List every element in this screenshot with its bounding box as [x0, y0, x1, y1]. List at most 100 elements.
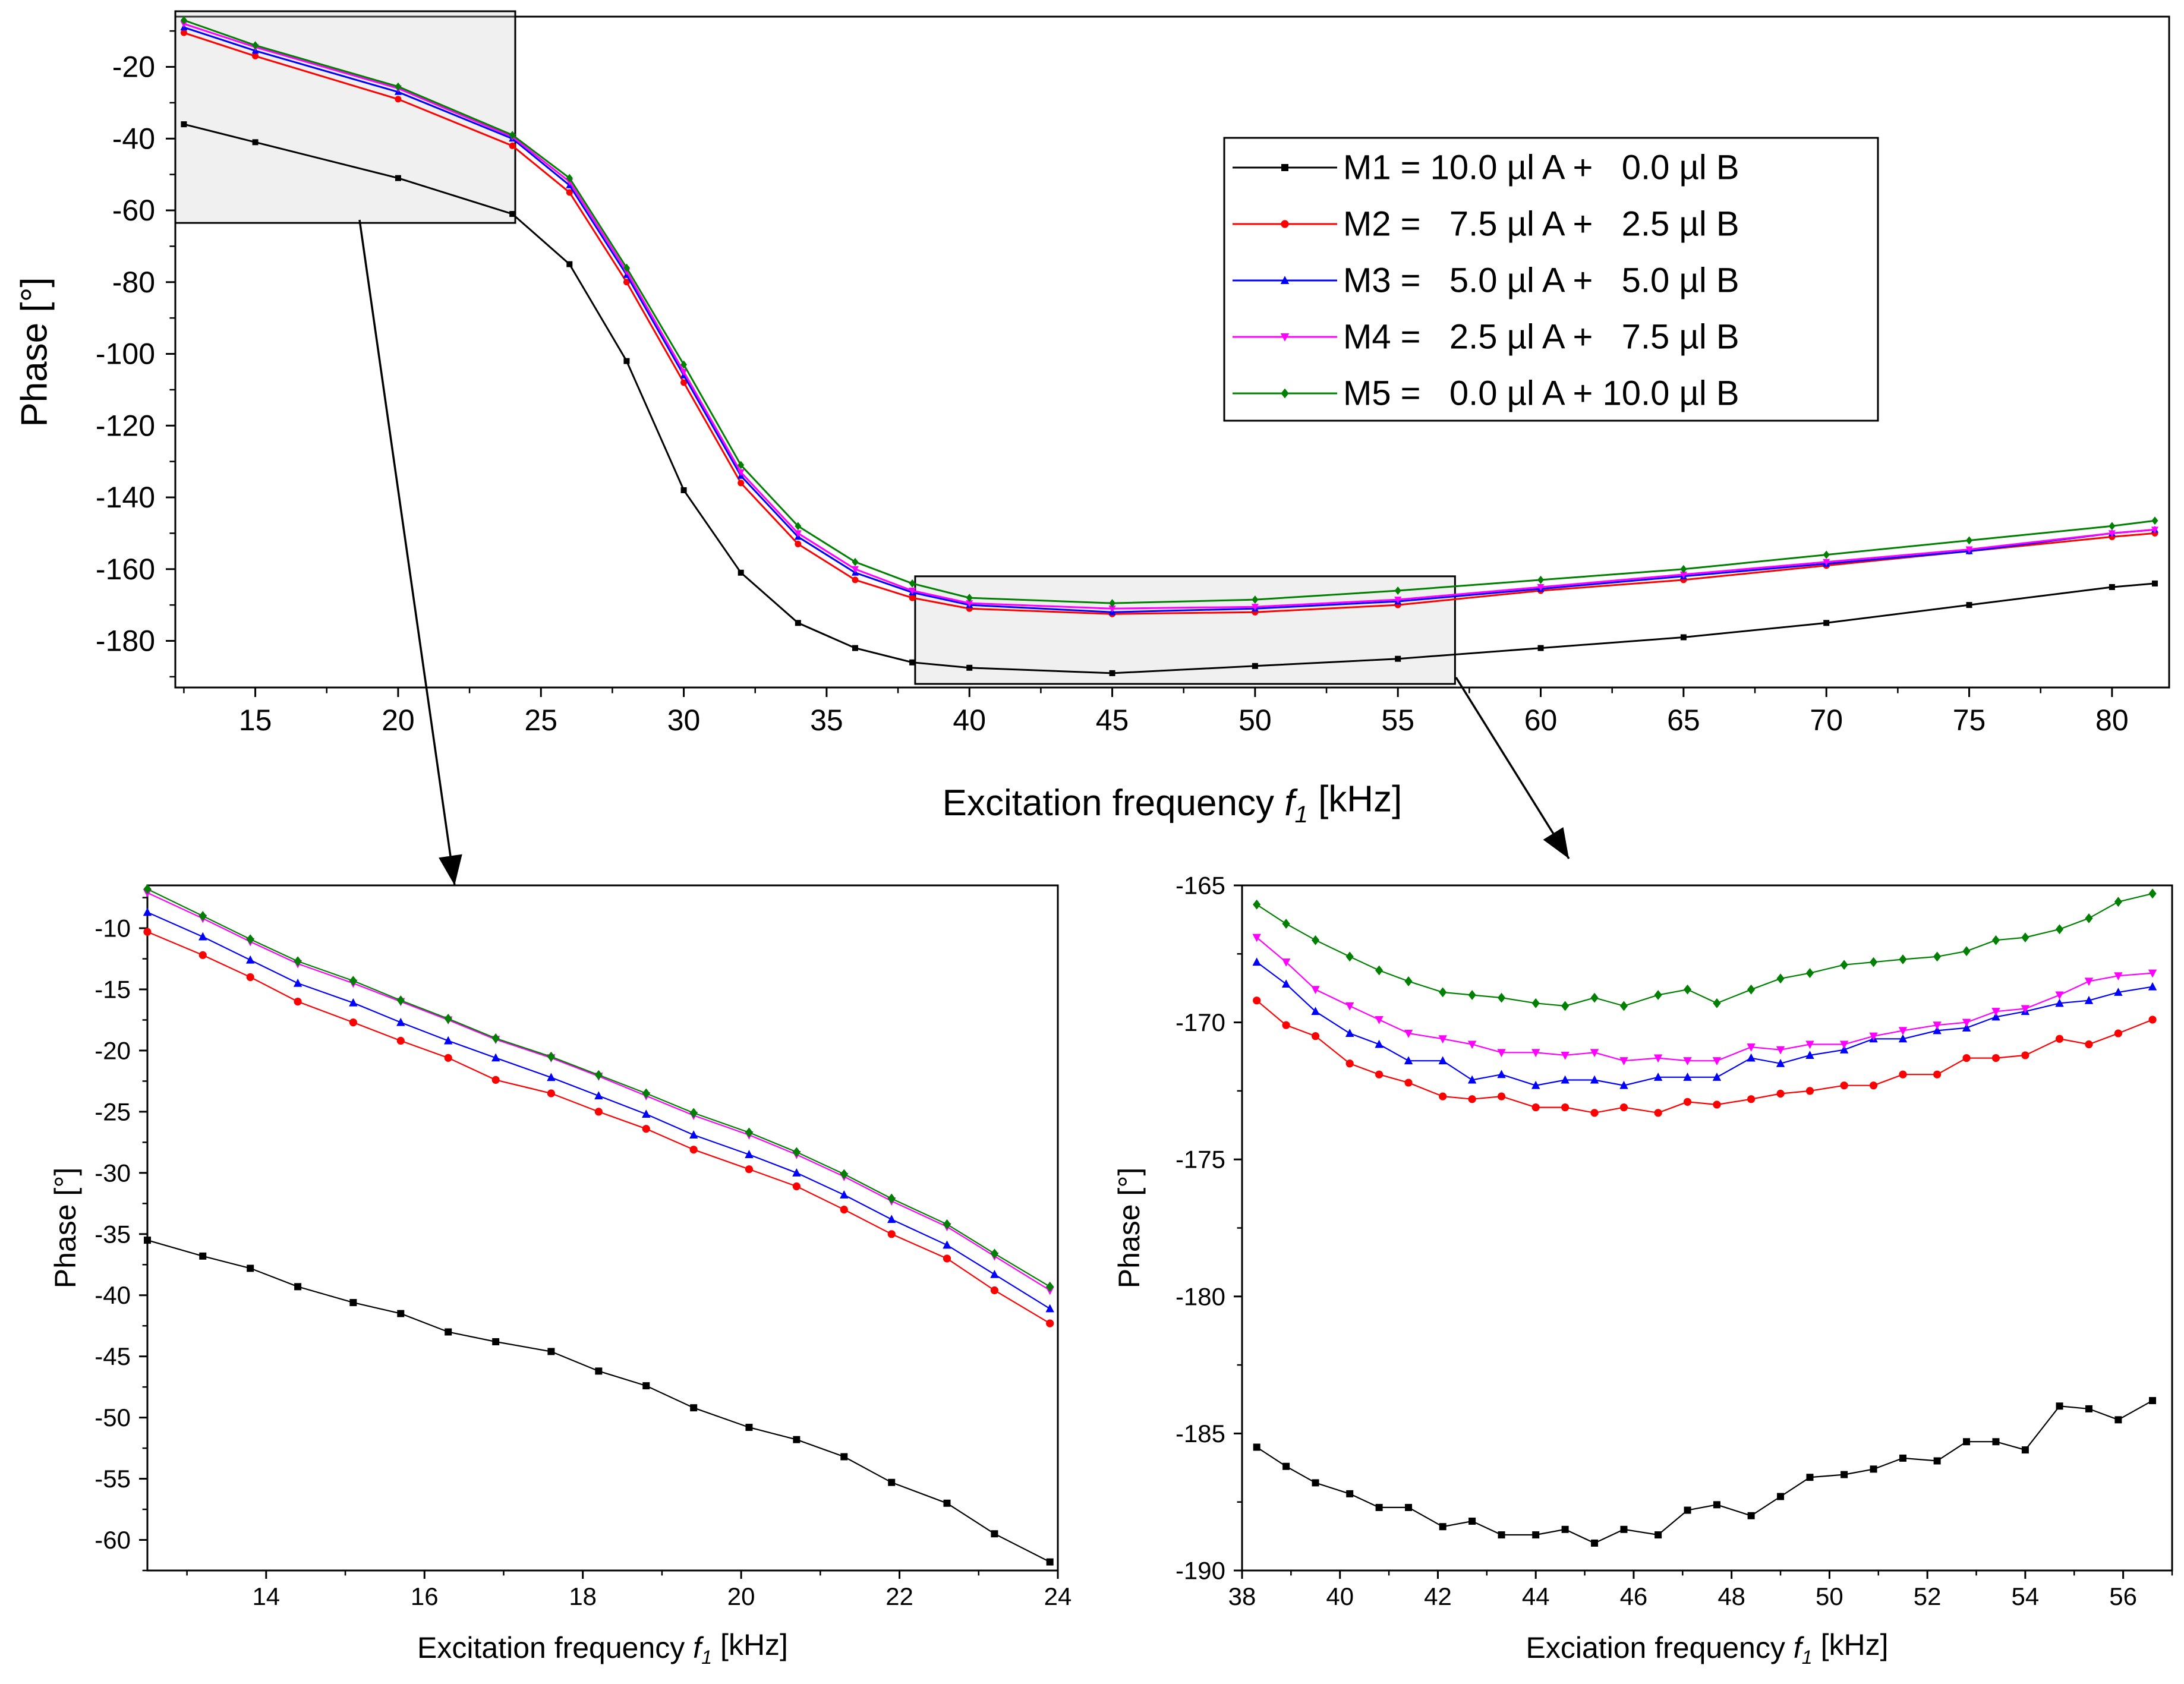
x-tick-label: 65 [1667, 704, 1700, 737]
data-point [1394, 586, 1401, 595]
series-line-m1 [147, 1240, 1051, 1563]
data-point [1439, 987, 1447, 998]
data-point [990, 1248, 999, 1259]
data-point [1591, 1539, 1599, 1547]
y-tick-label: -100 [96, 338, 155, 371]
data-point [2055, 991, 2064, 1000]
data-point [1537, 645, 1544, 651]
data-point [2109, 522, 2116, 531]
data-point [887, 1230, 896, 1238]
data-point [198, 911, 207, 921]
data-point [792, 1182, 801, 1191]
legend-label: M1 = 10.0 µl A + 0.0 µl B [1343, 149, 1739, 187]
data-point [1899, 1454, 1906, 1462]
y-tick-label: -50 [94, 1404, 131, 1431]
data-point [143, 928, 152, 936]
x-axis-title-subscript: 1 [1802, 1647, 1813, 1668]
data-point [491, 1033, 500, 1043]
data-point [1933, 951, 1942, 962]
data-point [246, 934, 254, 944]
data-point [1375, 1016, 1383, 1024]
x-tick-label: 54 [2012, 1582, 2040, 1610]
x-tick-label: 75 [1953, 704, 1986, 737]
x-tick-label: 44 [1522, 1582, 1550, 1610]
data-point [1991, 935, 2000, 945]
x-axis-title-unit: [kHz] [712, 1628, 788, 1661]
data-point [1345, 1002, 1354, 1011]
y-tick-label: -30 [94, 1159, 131, 1187]
x-tick-label: 24 [1044, 1582, 1072, 1610]
data-point [1619, 1080, 1628, 1089]
data-point [851, 566, 859, 573]
y-tick-label: -180 [96, 625, 155, 658]
data-point [1311, 986, 1320, 995]
data-point [444, 1014, 452, 1024]
plot-frame [1241, 884, 2173, 1572]
x-tick-label: 40 [953, 704, 986, 737]
data-point [252, 41, 259, 50]
data-point [2114, 988, 2123, 996]
data-point [1619, 1103, 1628, 1112]
y-tick-label: -60 [94, 1526, 131, 1554]
y-tick-label: -40 [112, 122, 155, 155]
data-point [1531, 998, 1540, 1008]
data-point [887, 1193, 896, 1204]
data-point [1683, 1073, 1692, 1081]
y-axis-title: Phase [°] [49, 1168, 82, 1288]
y-tick-label: -10 [94, 914, 131, 942]
data-point [1713, 998, 1721, 1008]
zoom-region-box [914, 575, 1456, 685]
data-point [1619, 1057, 1628, 1065]
data-point [1713, 1501, 1720, 1509]
data-point [1933, 1026, 1942, 1035]
data-point [623, 358, 630, 364]
data-point [1375, 965, 1383, 976]
data-point [2084, 995, 2094, 1004]
y-tick-label: -165 [1175, 872, 1225, 900]
callout-arrow-head [1543, 827, 1569, 859]
data-point [1777, 1493, 1785, 1500]
data-point [1561, 1525, 1569, 1533]
data-point [1537, 584, 1545, 591]
data-point [566, 174, 573, 182]
data-point [1963, 1438, 1971, 1446]
x-tick-label: 22 [885, 1582, 913, 1610]
x-axis-title: Excitation frequency f1 [kHz] [943, 778, 1403, 828]
data-point [1498, 1531, 1505, 1539]
data-point [1962, 1054, 1971, 1062]
data-point [943, 1219, 951, 1229]
series-line-m5 [147, 888, 1051, 1288]
data-point [1966, 536, 1973, 545]
data-point [1991, 1054, 2000, 1062]
data-point [445, 1328, 452, 1336]
x-tick-label: 70 [1810, 704, 1843, 737]
data-point [2114, 897, 2122, 907]
data-point [1405, 1503, 1413, 1511]
data-point [1394, 597, 1402, 604]
legend-marker [1281, 164, 1288, 171]
data-point [1590, 992, 1599, 1003]
data-point [1531, 1080, 1540, 1089]
data-point [887, 1215, 896, 1223]
data-point [1590, 1075, 1599, 1084]
data-point [1282, 1462, 1290, 1470]
x-tick-label: 18 [569, 1582, 597, 1610]
data-point [491, 1053, 500, 1062]
data-point [180, 29, 187, 36]
x-axis-title: Exciation frequency f1 [kHz] [1526, 1628, 1888, 1668]
data-point [1531, 1103, 1540, 1112]
series-line-m5 [1256, 893, 2153, 1007]
data-point [1805, 1040, 1814, 1049]
data-point [1345, 1029, 1354, 1037]
data-point [909, 659, 916, 666]
data-point [1869, 1081, 1878, 1090]
y-axis-title: Phase [°] [1113, 1168, 1146, 1288]
y-tick-label: -180 [1175, 1282, 1225, 1310]
data-point [2148, 1016, 2157, 1024]
data-point [198, 932, 207, 941]
x-tick-label: 56 [2109, 1582, 2137, 1610]
x-tick-label: 20 [382, 704, 415, 737]
data-point [792, 1147, 801, 1158]
x-tick-label: 14 [252, 1582, 280, 1610]
callout-arrow-line [358, 219, 456, 886]
